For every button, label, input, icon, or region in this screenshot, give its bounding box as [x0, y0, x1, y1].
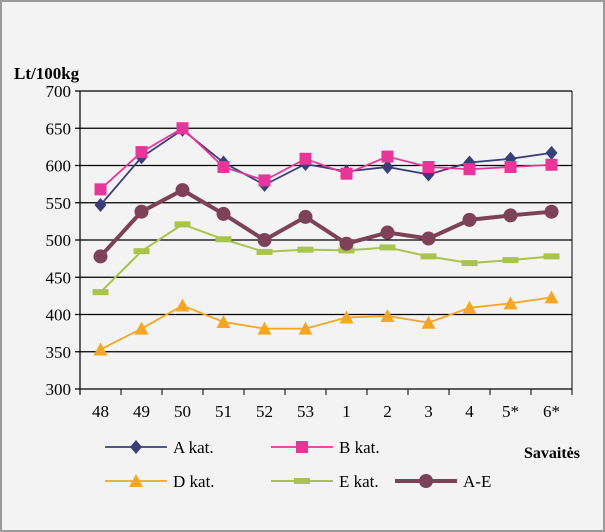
legend-label-a-e: A-E [463, 472, 491, 491]
legend-label-a-kat: A kat. [173, 438, 214, 457]
data-point-a-e [298, 209, 313, 224]
data-point-e-kat [92, 289, 109, 296]
data-point-a-e [175, 183, 190, 198]
data-point-b-kat [422, 160, 435, 173]
x-tick-label: 52 [256, 402, 273, 421]
data-point-a-e [93, 249, 108, 264]
data-point-a-kat [545, 145, 558, 160]
data-point-d-kat [134, 321, 149, 335]
data-point-e-kat [215, 236, 232, 243]
data-point-b-kat [463, 163, 476, 176]
data-point-b-kat [504, 160, 517, 173]
x-tick-label: 1 [342, 402, 351, 421]
data-point-b-kat [135, 146, 148, 159]
x-tick-label: 48 [92, 402, 109, 421]
data-point-a-e [503, 208, 518, 223]
data-point-b-kat [381, 150, 394, 163]
data-point-d-kat [421, 315, 436, 329]
data-point-a-kat [381, 159, 394, 174]
x-tick-label: 53 [297, 402, 314, 421]
data-point-e-kat [461, 260, 478, 267]
legend-marker-b-kat [296, 441, 308, 453]
data-point-e-kat [543, 253, 560, 260]
data-point-d-kat [380, 308, 395, 322]
data-point-b-kat [217, 160, 230, 173]
data-point-a-e [134, 204, 149, 219]
legend-label-b-kat: B kat. [339, 438, 380, 457]
data-point-d-kat [544, 290, 559, 304]
y-tick-label: 700 [46, 82, 72, 101]
data-point-e-kat [420, 253, 437, 260]
data-point-d-kat [257, 321, 272, 335]
data-point-a-kat [94, 197, 107, 212]
y-tick-label: 550 [46, 194, 72, 213]
series-line-b-kat [99, 127, 552, 191]
data-point-e-kat [502, 257, 519, 264]
legend-marker-a-e [419, 474, 433, 488]
data-point-a-e [421, 231, 436, 246]
data-point-d-kat [503, 296, 518, 310]
series-line-a-kat [99, 128, 552, 206]
legend-marker-a-kat [130, 440, 142, 454]
data-point-a-e [544, 204, 559, 219]
data-point-b-kat [258, 174, 271, 187]
y-tick-label: 500 [46, 231, 72, 250]
legend-label-e-kat: E kat. [339, 472, 379, 491]
data-point-d-kat [216, 314, 231, 328]
data-point-d-kat [175, 298, 190, 312]
x-axis-title: Savaitės [524, 445, 580, 462]
y-tick-label: 350 [46, 343, 72, 362]
data-point-e-kat [297, 246, 314, 253]
data-point-b-kat [176, 122, 189, 135]
x-tick-label: 51 [215, 402, 232, 421]
data-point-b-kat [94, 183, 107, 196]
data-point-a-e [216, 206, 231, 221]
data-point-d-kat [462, 300, 477, 314]
x-tick-label: 49 [133, 402, 150, 421]
y-tick-label: 650 [46, 119, 72, 138]
x-tick-label: 6* [543, 402, 560, 421]
y-tick-label: 300 [46, 380, 72, 399]
y-axis-title: Lt/100kg [14, 64, 80, 83]
x-tick-label: 2 [383, 402, 392, 421]
x-tick-label: 4 [465, 402, 474, 421]
y-tick-label: 400 [46, 306, 72, 325]
data-point-b-kat [340, 167, 353, 180]
series-line-d-kat [100, 296, 552, 351]
data-point-e-kat [174, 221, 191, 228]
data-point-b-kat [545, 158, 558, 171]
x-tick-label: 50 [174, 402, 191, 421]
data-point-e-kat [256, 248, 273, 255]
data-point-a-e [462, 212, 477, 227]
data-point-d-kat [298, 321, 313, 335]
y-tick-label: 450 [46, 268, 72, 287]
legend-marker-d-kat [129, 474, 143, 487]
data-point-a-e [339, 236, 354, 251]
legend-marker-e-kat [294, 478, 310, 484]
data-point-e-kat [379, 244, 396, 251]
legend-label-d-kat: D kat. [173, 472, 215, 491]
x-tick-label: 5* [502, 402, 519, 421]
data-point-d-kat [339, 310, 354, 324]
data-point-d-kat [93, 342, 108, 356]
data-point-a-e [257, 233, 272, 247]
y-tick-label: 600 [46, 157, 72, 176]
data-point-e-kat [133, 248, 150, 255]
data-point-a-e [380, 225, 395, 240]
data-point-b-kat [299, 152, 312, 165]
x-tick-label: 3 [424, 402, 433, 421]
